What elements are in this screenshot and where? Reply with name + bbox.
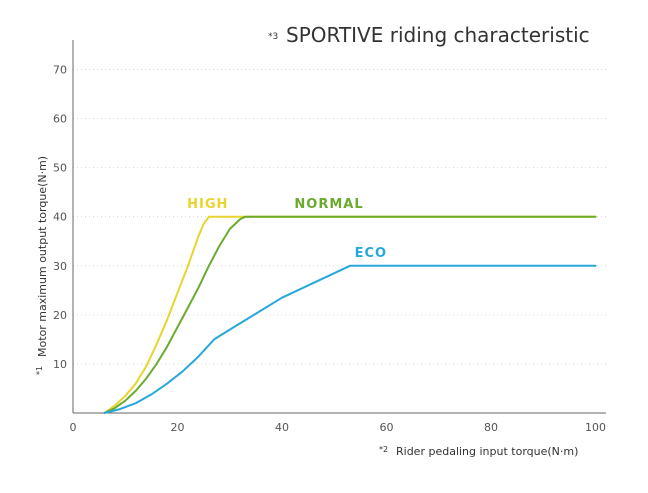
y-axis-label: Motor maximum output torque(N·m) — [36, 156, 49, 357]
chart-title: SPORTIVE riding characteristic — [286, 23, 590, 47]
y-tick-label-10: 10 — [53, 358, 67, 371]
labels-layer: HIGH NORMAL ECO — [187, 197, 387, 261]
y-tick-label-30: 30 — [53, 260, 67, 273]
x-tick-label-0: 0 — [70, 421, 77, 434]
x-axis-label: Rider pedaling input torque(N·m) — [396, 445, 578, 458]
chart-title-note: *3 — [268, 32, 278, 42]
x-tick-label-60: 60 — [380, 421, 394, 434]
axes-layer: 10 20 30 40 50 60 70 0 20 40 60 80 100 — [53, 40, 606, 434]
x-axis-label-note: *2 — [379, 445, 388, 454]
series-line-eco — [103, 264, 597, 414]
x-tick-label-20: 20 — [171, 421, 185, 434]
y-axis-label-group: *1 Motor maximum output torque(N·m) — [35, 156, 49, 375]
y-axis-label-note: *1 — [35, 366, 44, 375]
y-tick-label-50: 50 — [53, 162, 67, 175]
series-layer — [103, 215, 597, 414]
series-label-normal: NORMAL — [294, 197, 363, 212]
x-tick-label-40: 40 — [275, 421, 289, 434]
series-line-normal — [103, 215, 597, 414]
y-tick-label-70: 70 — [53, 63, 67, 76]
series-line-high — [103, 215, 597, 414]
x-tick-label-80: 80 — [484, 421, 498, 434]
x-tick-label-100: 100 — [585, 421, 606, 434]
y-tick-label-60: 60 — [53, 113, 67, 126]
series-label-eco: ECO — [355, 246, 387, 261]
y-tick-label-40: 40 — [53, 211, 67, 224]
series-label-high: HIGH — [187, 197, 228, 212]
y-tick-label-20: 20 — [53, 309, 67, 322]
